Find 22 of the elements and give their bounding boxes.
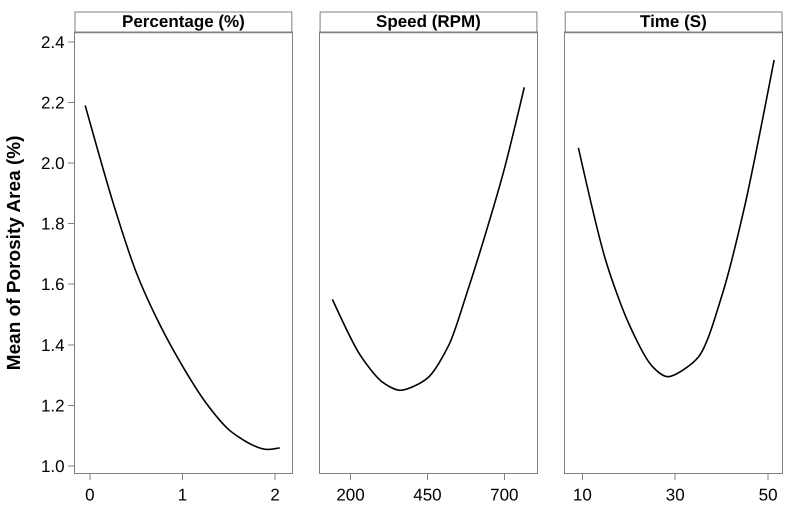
x-tick-label: 700 xyxy=(490,485,518,504)
line-series xyxy=(84,104,281,450)
x-tick-label: 0 xyxy=(85,485,95,504)
chart-title: Time (S) xyxy=(640,12,707,31)
x-tick-label: 10 xyxy=(572,485,592,504)
y-tick-label: 1.8 xyxy=(40,214,65,234)
x-tick-label: 50 xyxy=(758,485,778,504)
y-tick-label: 2.4 xyxy=(40,32,65,52)
x-tick-label: 2 xyxy=(270,485,280,504)
x-tick-label: 1 xyxy=(178,485,188,504)
y-tick-label: 1.0 xyxy=(40,456,65,476)
y-tick-label: 1.2 xyxy=(40,396,65,416)
y-tick-label: 1.4 xyxy=(40,336,65,355)
chart-title: Percentage (%) xyxy=(122,12,245,31)
x-tick-label: 450 xyxy=(413,485,442,504)
y-tick-label: 1.6 xyxy=(40,275,65,294)
x-tick-label: 30 xyxy=(666,485,685,504)
y-axis-title: Mean of Porosity Area (%) xyxy=(4,136,25,370)
y-tick-label: 2.0 xyxy=(40,154,65,173)
x-tick-label: 200 xyxy=(336,485,365,504)
y-tick-label: 2.2 xyxy=(40,93,65,112)
chart-title: Speed (RPM) xyxy=(376,12,481,31)
